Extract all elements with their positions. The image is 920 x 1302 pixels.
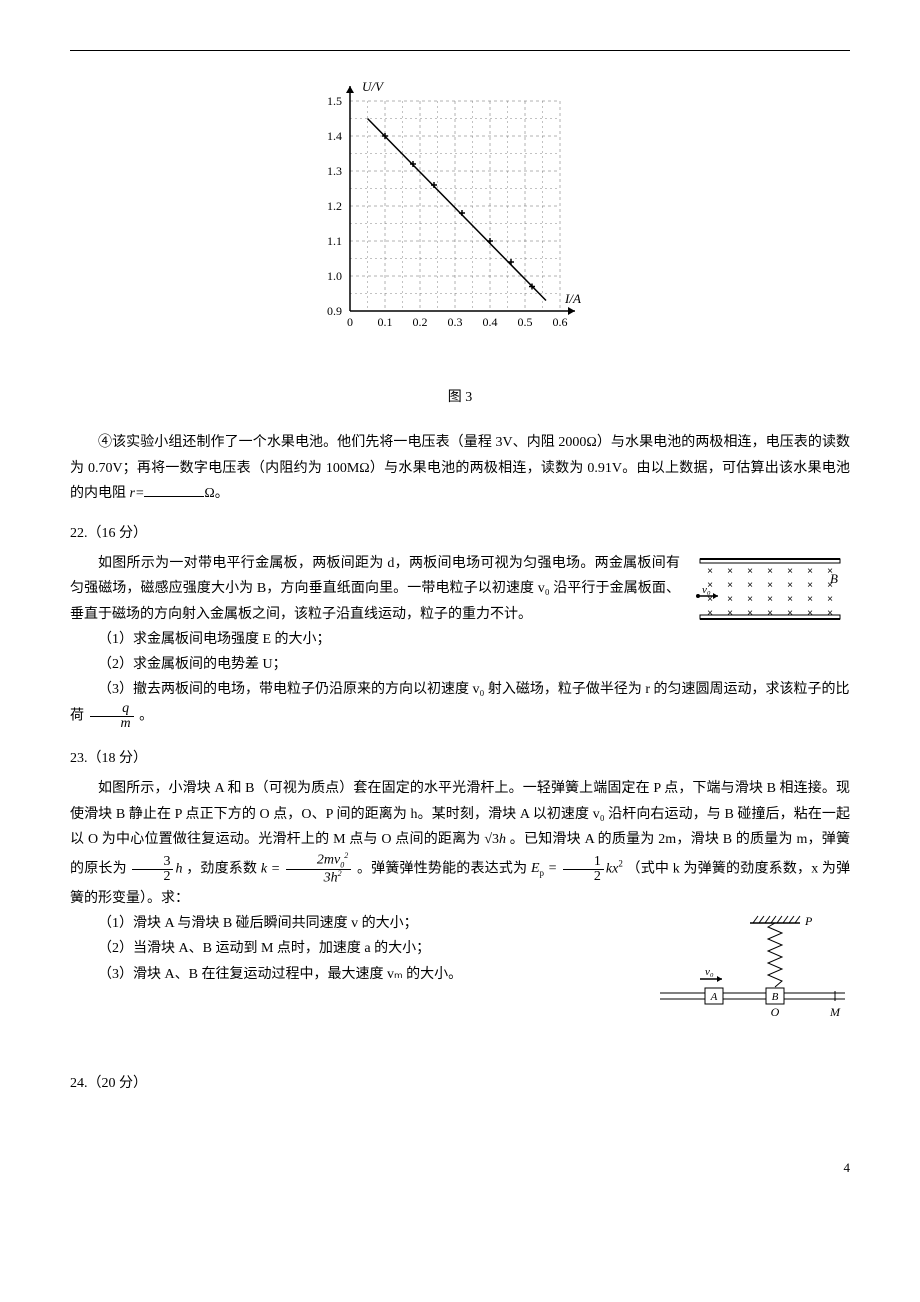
svg-text:×: ×	[807, 580, 813, 591]
chart-caption: 图 3	[70, 385, 850, 410]
q21-part4-text: ④该实验小组还制作了一个水果电池。他们先将一电压表（量程 3V、内阻 2000Ω…	[70, 430, 850, 506]
svg-text:0.4: 0.4	[483, 315, 498, 329]
svg-text:×: ×	[707, 608, 713, 619]
svg-text:B: B	[830, 571, 838, 586]
q22-diagram: ××××××××××××××××××××××××××××v₀B	[690, 551, 850, 631]
svg-text:1.2: 1.2	[327, 199, 342, 213]
svg-text:0.5: 0.5	[518, 315, 533, 329]
svg-text:×: ×	[787, 580, 793, 591]
svg-text:M: M	[829, 1005, 841, 1019]
svg-text:×: ×	[787, 608, 793, 619]
svg-text:×: ×	[727, 566, 733, 577]
q22-s3: （3）撤去两板间的电场，带电粒子仍沿原来的方向以初速度 v₀ 射入磁场，粒子做半…	[70, 677, 850, 731]
svg-text:×: ×	[787, 566, 793, 577]
q21-4-prefix: ④	[98, 435, 112, 450]
svg-text:×: ×	[767, 580, 773, 591]
svg-text:×: ×	[747, 580, 753, 591]
svg-text:×: ×	[827, 608, 833, 619]
q22-s2: （2）求金属板间的电势差 U；	[70, 652, 850, 677]
q22-header: 22.（16 分）	[70, 521, 850, 546]
fraction-half: 12	[563, 855, 604, 884]
q23-header: 23.（18 分）	[70, 746, 850, 771]
q22-s3-end: 。	[139, 709, 153, 724]
svg-text:×: ×	[747, 608, 753, 619]
svg-text:×: ×	[807, 594, 813, 605]
svg-text:0.2: 0.2	[413, 315, 428, 329]
fraction-3-2-h: 32	[132, 855, 173, 884]
svg-text:v₀: v₀	[702, 584, 711, 596]
svg-text:1.1: 1.1	[327, 234, 342, 248]
svg-text:P: P	[804, 914, 813, 928]
svg-text:0.6: 0.6	[553, 315, 568, 329]
page-number: 4	[70, 1156, 850, 1179]
uv-chart: 0 0.1 0.2 0.3 0.4 0.5 0.6 0.9 1.0 1.1 1.2 1.3 1.4 1.5…	[300, 81, 620, 371]
svg-text:O: O	[771, 1005, 780, 1019]
svg-text:×: ×	[747, 566, 753, 577]
svg-text:1.5: 1.5	[327, 94, 342, 108]
svg-text:×: ×	[767, 594, 773, 605]
svg-text:A: A	[710, 991, 718, 1003]
svg-text:×: ×	[727, 594, 733, 605]
svg-text:×: ×	[707, 566, 713, 577]
svg-text:×: ×	[767, 608, 773, 619]
q23-diagram: P A Bv₀ O M	[650, 911, 850, 1031]
fraction-k: 2mv023h2	[286, 852, 351, 886]
q21-4-unit: Ω。	[204, 486, 228, 501]
svg-text:×: ×	[747, 594, 753, 605]
q23-p1c: ，劲度系数	[186, 861, 257, 876]
svg-text:×: ×	[727, 580, 733, 591]
svg-text:v₀: v₀	[705, 966, 714, 978]
q23-p1d: 。弹簧弹性势能的表达式为	[357, 861, 527, 876]
svg-text:0: 0	[347, 315, 353, 329]
svg-text:×: ×	[807, 608, 813, 619]
svg-text:U/V: U/V	[362, 81, 385, 94]
svg-text:I/A: I/A	[564, 291, 581, 306]
svg-text:B: B	[772, 991, 779, 1003]
svg-text:0.3: 0.3	[448, 315, 463, 329]
svg-text:×: ×	[807, 566, 813, 577]
svg-text:0.1: 0.1	[378, 315, 393, 329]
svg-text:×: ×	[787, 594, 793, 605]
svg-text:×: ×	[727, 608, 733, 619]
q23-p1: 如图所示，小滑块 A 和 B（可视为质点）套在固定的水平光滑杆上。一轻弹簧上端固…	[70, 776, 850, 911]
chart-figure-3: 0 0.1 0.2 0.3 0.4 0.5 0.6 0.9 1.0 1.1 1.2 1.3 1.4 1.5…	[70, 81, 850, 410]
svg-text:1.4: 1.4	[327, 129, 342, 143]
svg-text:×: ×	[827, 594, 833, 605]
fraction-q-over-m: qm	[90, 702, 134, 731]
svg-text:1.0: 1.0	[327, 269, 342, 283]
svg-text:×: ×	[767, 566, 773, 577]
q22-s3-text: （3）撤去两板间的电场，带电粒子仍沿原来的方向以初速度 v₀ 射入磁场，粒子做半…	[70, 682, 850, 724]
svg-text:0.9: 0.9	[327, 304, 342, 318]
q21-4-symbol: r=	[130, 486, 145, 501]
answer-blank	[144, 482, 204, 497]
sqrt-3h: √3h	[484, 832, 506, 847]
svg-text:1.3: 1.3	[327, 164, 342, 178]
q24-header: 24.（20 分）	[70, 1071, 850, 1096]
